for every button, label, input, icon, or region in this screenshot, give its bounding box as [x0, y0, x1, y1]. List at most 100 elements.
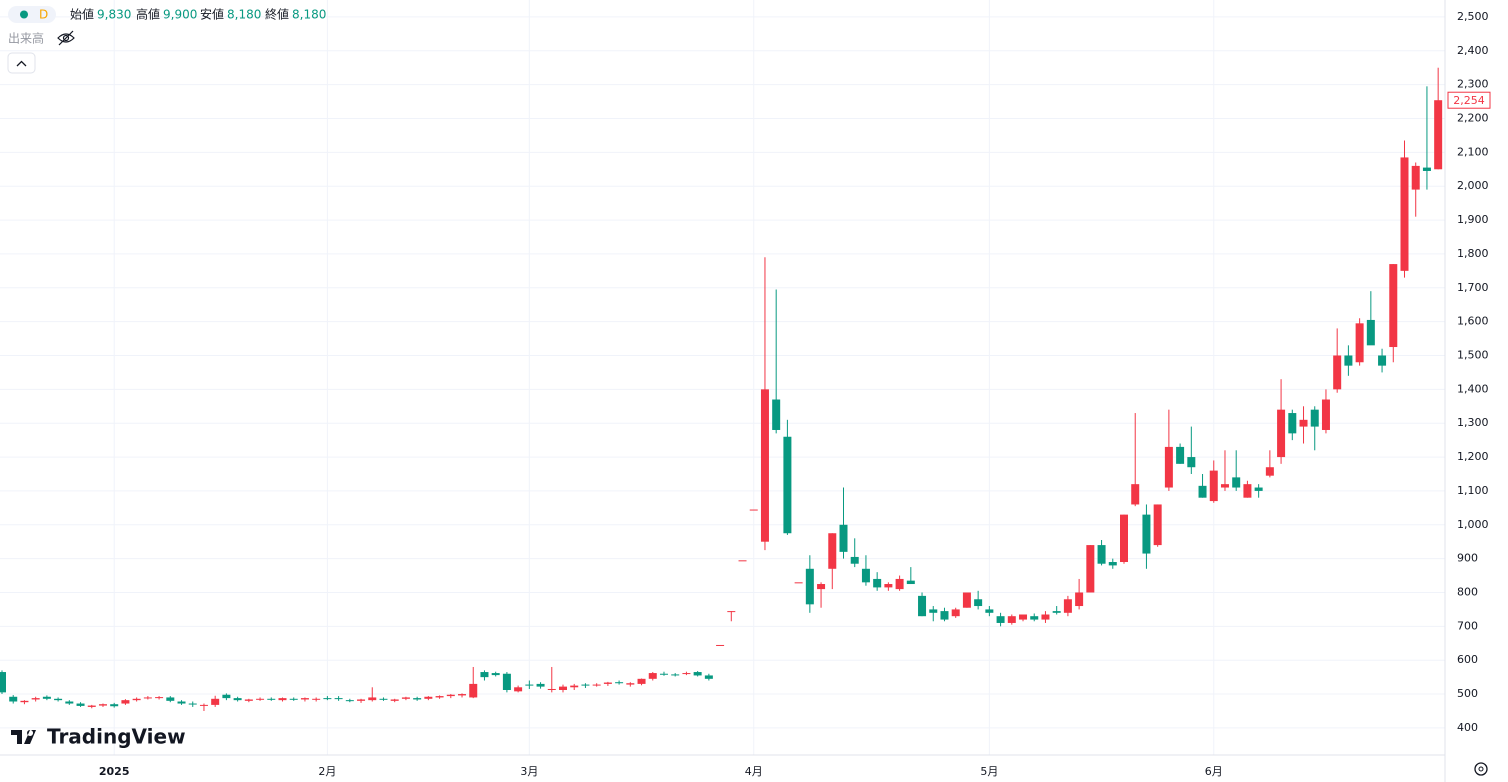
candle-body: [525, 684, 534, 686]
candle-body: [278, 698, 287, 701]
last-price-tag: [1447, 91, 1491, 109]
candle-body: [121, 700, 130, 704]
candle-body: [166, 697, 175, 701]
candle-body: [1097, 545, 1106, 564]
candle-body: [1120, 514, 1128, 563]
candle-body: [1108, 562, 1117, 566]
open-label: 始値: [70, 7, 94, 22]
candle-body: [20, 700, 29, 703]
candle-body: [1400, 157, 1409, 271]
y-tick-label: 700: [1457, 619, 1478, 632]
close-label: 終値: [265, 7, 289, 22]
candle-body: [379, 698, 388, 700]
last-price-label: 2,254: [1453, 94, 1485, 107]
candle-body: [323, 698, 332, 700]
candle-body: [682, 673, 691, 675]
collapse-button[interactable]: [7, 52, 36, 74]
logo-icon: [11, 730, 36, 744]
candle-body: [1063, 599, 1072, 613]
candle-body: [951, 609, 960, 617]
candle-body: [87, 705, 96, 707]
candle-body: [1321, 399, 1330, 430]
candle-body: [143, 697, 152, 699]
candle-body: [1310, 409, 1319, 427]
interval: D: [39, 8, 48, 22]
candle-body: [1086, 545, 1095, 593]
candle-body: [1176, 446, 1185, 464]
candle-body: [1411, 165, 1420, 190]
candle-body: [1355, 323, 1364, 363]
y-tick-label: 1,200: [1457, 450, 1489, 463]
y-tick-label: 1,700: [1457, 281, 1489, 294]
y-tick-label: 2,400: [1457, 44, 1489, 57]
candle-body: [906, 580, 915, 585]
candle-body: [54, 698, 63, 701]
candle-body: [929, 609, 938, 613]
settings-icon[interactable]: [1474, 762, 1488, 776]
candle-body: [0, 672, 6, 693]
y-tick-label: 1,300: [1457, 416, 1489, 429]
candle-body: [1187, 457, 1196, 468]
logo: TradingView: [11, 725, 186, 749]
candle-body: [839, 524, 848, 552]
symbol-pill[interactable]: [8, 6, 56, 23]
candle-body: [1153, 504, 1162, 546]
candle-body: [536, 683, 545, 687]
candle-body: [42, 696, 51, 699]
legend-bar: D 始値 9,830 高値 9,900 安値 8,180 終値 8,180 出来…: [7, 6, 326, 74]
candle-body: [592, 684, 601, 686]
candle-body: [749, 509, 758, 511]
candle-body: [850, 556, 859, 564]
candle-body: [974, 599, 983, 607]
candle-body: [514, 687, 523, 692]
low-value: 8,180: [227, 8, 261, 22]
candle-body: [76, 703, 85, 706]
candle-body: [1220, 484, 1229, 488]
y-tick-label: 2,000: [1457, 179, 1489, 192]
y-tick-label: 1,000: [1457, 518, 1489, 531]
candle-body: [1019, 614, 1028, 620]
y-tick-label: 500: [1457, 687, 1478, 700]
candle-body: [693, 672, 702, 676]
candle-body: [368, 697, 377, 701]
candle-body: [1366, 319, 1375, 346]
candle-body: [480, 672, 489, 678]
candle-body: [547, 688, 556, 690]
candle-body: [783, 436, 792, 534]
candle-body: [659, 673, 668, 675]
hide-icon[interactable]: [57, 30, 75, 46]
candle-body: [570, 685, 579, 688]
candle-body: [435, 696, 444, 698]
candle-body: [222, 694, 231, 699]
candle-body: [727, 611, 736, 613]
candle-body: [1434, 100, 1443, 170]
candle-body: [985, 609, 994, 613]
candle-body: [873, 578, 882, 588]
candle-body: [312, 698, 321, 700]
candle-body: [1243, 484, 1252, 498]
candle-body: [1131, 484, 1140, 505]
candle-body: [244, 699, 253, 701]
candle-body: [1030, 616, 1039, 620]
grid: [0, 0, 1445, 755]
y-tick-label: 1,100: [1457, 484, 1489, 497]
candle-body: [962, 592, 971, 608]
candle-body: [1198, 485, 1207, 498]
candle-body: [1142, 514, 1151, 554]
high-value: 9,900: [163, 8, 197, 22]
candle-body: [1052, 611, 1061, 613]
y-tick-label: 2,300: [1457, 78, 1489, 91]
x-tick-label: 2025: [99, 765, 130, 778]
candle-body: [334, 698, 343, 700]
candle-body: [1333, 355, 1342, 390]
candle-body: [177, 701, 186, 704]
candle-body: [794, 582, 803, 584]
candle-body: [738, 560, 747, 562]
candle-body: [256, 698, 265, 700]
candle-body: [1299, 419, 1308, 427]
y-tick-label: 600: [1457, 653, 1478, 666]
candle-body: [9, 696, 18, 702]
y-tick-label: 1,400: [1457, 382, 1489, 395]
candle-body: [1209, 470, 1218, 502]
